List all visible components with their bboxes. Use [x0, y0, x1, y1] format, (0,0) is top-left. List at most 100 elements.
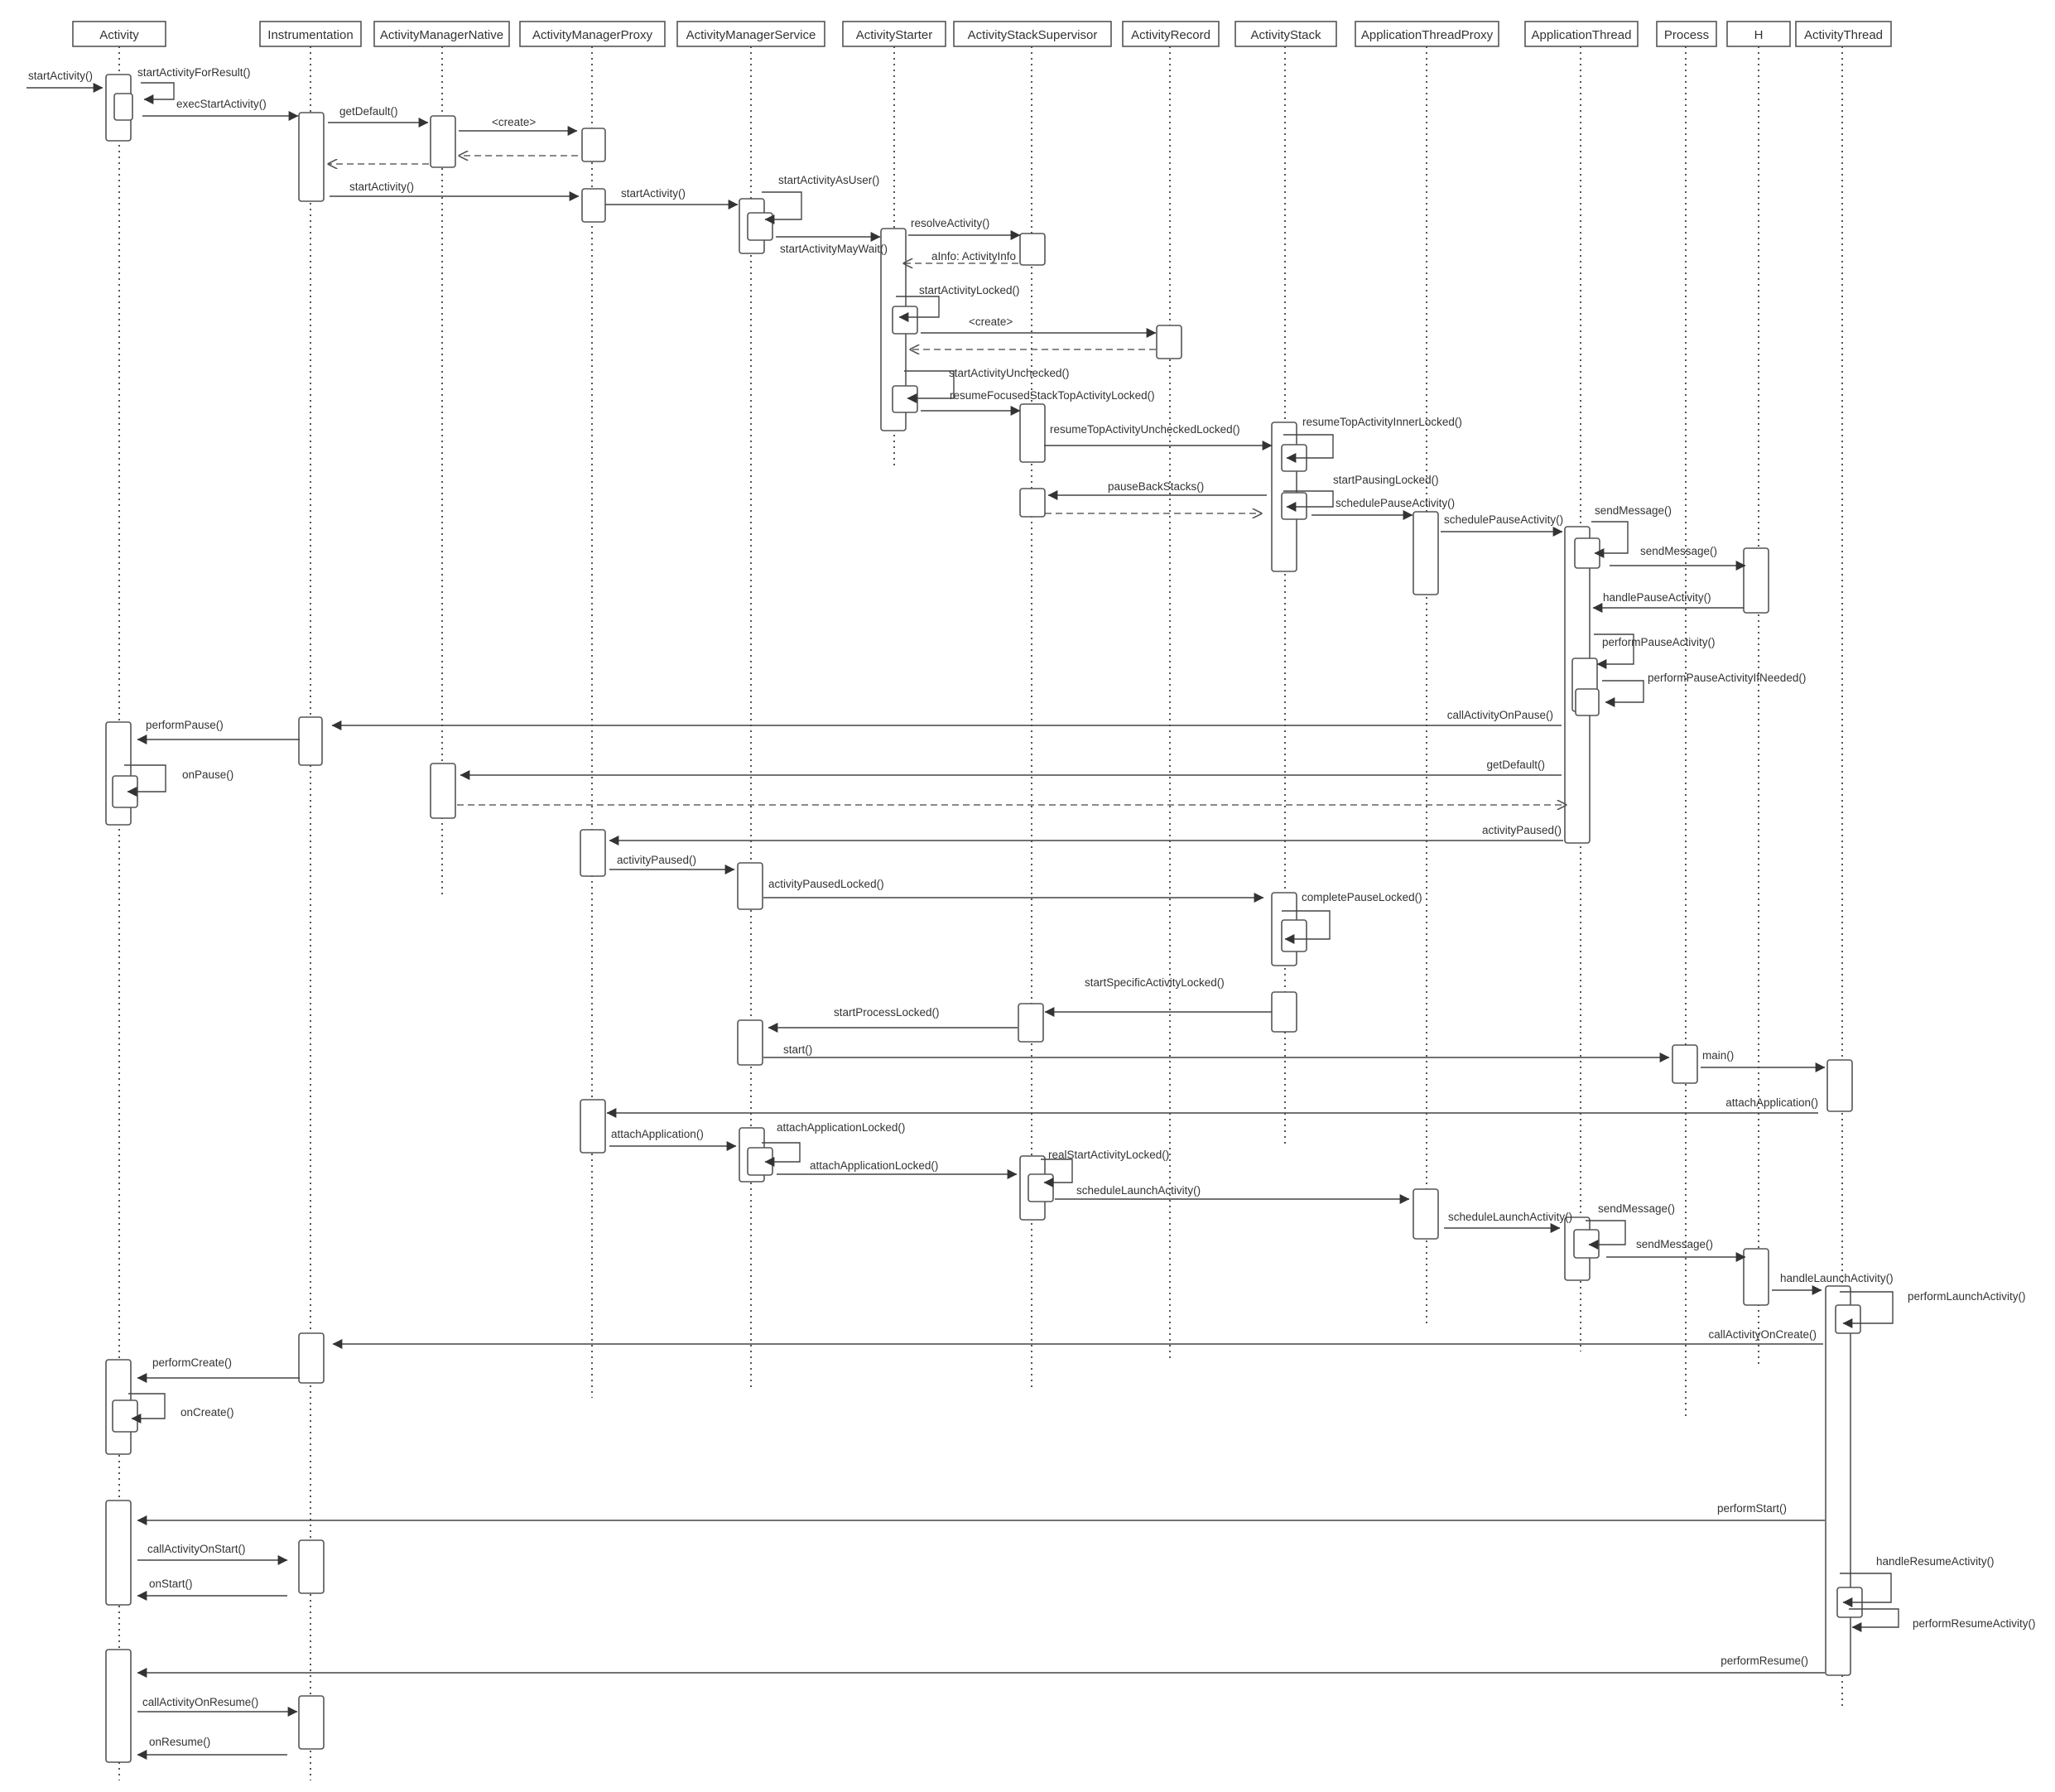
message-31: onPause() — [124, 764, 233, 797]
message-label: onCreate() — [180, 1406, 234, 1419]
message-46: realStartActivityLocked() — [1041, 1149, 1169, 1187]
activation-h — [1743, 547, 1769, 614]
activation-instr — [298, 1332, 325, 1384]
self-call-arrow — [141, 82, 175, 104]
self-call-arrow — [1283, 490, 1334, 512]
message-label: resumeFocusedStackTopActivityLocked() — [950, 389, 1155, 402]
message-label: resumeTopActivityInnerLocked() — [1302, 416, 1462, 428]
message-label: startActivityAsUser() — [778, 174, 879, 186]
message-label: performLaunchActivity() — [1908, 1290, 2026, 1303]
self-call-arrow — [1602, 680, 1644, 707]
message-50: sendMessage() — [1606, 1238, 1746, 1262]
message-label: schedulePauseActivity() — [1444, 513, 1563, 526]
message-label: startSpecificActivityLocked() — [1085, 976, 1225, 989]
participant-box — [72, 21, 166, 47]
message-label: scheduleLaunchActivity() — [1076, 1184, 1201, 1197]
message-49: sendMessage() — [1586, 1202, 1675, 1250]
activation-sup — [1019, 233, 1046, 266]
activation-stack — [1281, 919, 1307, 952]
activation-atp — [1413, 1188, 1439, 1240]
activation-amp — [581, 128, 606, 162]
participant-amp: ActivityManagerProxy — [519, 21, 666, 47]
message-26: handlePauseActivity() — [1592, 591, 1744, 613]
participant-activity: Activity — [72, 21, 166, 47]
activation-sup — [1018, 1003, 1044, 1043]
participant-box — [1355, 21, 1499, 47]
self-call-arrow — [1591, 521, 1629, 558]
message-label: activityPaused() — [1482, 824, 1562, 836]
message-23: schedulePauseActivity() — [1441, 513, 1563, 537]
participant-proc: Process — [1656, 21, 1717, 47]
message-label: callActivityOnPause() — [1447, 709, 1553, 721]
message-label: sendMessage() — [1595, 504, 1672, 517]
participant-label: ActivityManagerNative — [380, 28, 503, 42]
message-60: performResumeActivity() — [1849, 1608, 2036, 1632]
participant-label: ActivityStack — [1250, 28, 1321, 42]
participant-sup: ActivityStackSupervisor — [953, 21, 1112, 47]
activation-atp — [1413, 511, 1439, 595]
message-label: performResumeActivity() — [1913, 1617, 2036, 1630]
self-call-arrow — [128, 1393, 166, 1423]
message-label: callActivityOnCreate() — [1708, 1328, 1817, 1341]
participant-label: ActivityRecord — [1131, 28, 1210, 42]
message-label: attachApplication() — [1725, 1096, 1818, 1109]
activation-activity — [105, 1649, 132, 1763]
message-6: startActivity() — [330, 181, 580, 201]
message-52: performLaunchActivity() — [1840, 1290, 2026, 1328]
participant-athread: ActivityThread — [1795, 21, 1892, 47]
activation-proc — [1672, 1044, 1698, 1084]
participant-instr: Instrumentation — [259, 21, 362, 47]
message-37: completePauseLocked() — [1282, 891, 1422, 944]
self-call-arrow — [762, 191, 802, 224]
participant-label: ActivityManagerProxy — [532, 28, 653, 42]
message-63: onResume() — [137, 1736, 287, 1760]
message-label: handlePauseActivity() — [1603, 591, 1711, 604]
message-label: attachApplicationLocked() — [810, 1159, 938, 1172]
message-label: attachApplicationLocked() — [777, 1121, 905, 1134]
message-0: startActivityForResult() — [137, 66, 251, 104]
message-label: handleResumeActivity() — [1876, 1555, 1995, 1568]
participant-box — [1234, 21, 1337, 47]
message-55: onCreate() — [128, 1393, 234, 1423]
message-2: getDefault() — [328, 105, 429, 128]
message-9: startActivityMayWait() — [776, 232, 888, 255]
message-label: onPause() — [182, 768, 233, 781]
activation-ams — [737, 862, 763, 910]
message-label: performPauseActivityIfNeeded() — [1648, 672, 1806, 684]
message-22: schedulePauseActivity() — [1311, 497, 1455, 520]
activation-amp — [581, 188, 606, 223]
participant-box — [1795, 21, 1892, 47]
participant-at: ApplicationThread — [1524, 21, 1639, 47]
message-label: activityPausedLocked() — [768, 878, 884, 890]
message-label: scheduleLaunchActivity() — [1448, 1211, 1572, 1223]
message-label: resolveActivity() — [911, 217, 989, 229]
message-label: performStart() — [1717, 1502, 1787, 1515]
message-27: performPauseActivity() — [1594, 633, 1716, 669]
message-label: main() — [1702, 1049, 1734, 1062]
message-24: sendMessage() — [1591, 504, 1672, 558]
activation-activity — [112, 1399, 138, 1433]
message-56: performStart() — [137, 1502, 1825, 1525]
activation-athread — [1835, 1304, 1861, 1334]
participant-label: Process — [1664, 28, 1709, 42]
participant-ams: ActivityManagerService — [676, 21, 825, 47]
message-label: sendMessage() — [1640, 545, 1717, 557]
message-label: attachApplication() — [611, 1128, 704, 1140]
activation-ams — [747, 212, 773, 241]
message-10: resolveActivity() — [908, 217, 1021, 240]
message-label: startActivityUnchecked() — [949, 367, 1070, 379]
activation-sup — [1019, 403, 1046, 463]
activation-activity — [105, 721, 132, 826]
activation-athread — [1825, 1285, 1851, 1676]
activation-activity — [105, 1500, 132, 1606]
message-25: sendMessage() — [1610, 545, 1746, 571]
message-label: sendMessage() — [1636, 1238, 1713, 1250]
lifelines — [118, 46, 1843, 1780]
participant-box — [373, 21, 510, 47]
participant-box — [842, 21, 946, 47]
message-label: callActivityOnResume() — [142, 1696, 258, 1708]
message-62: callActivityOnResume() — [137, 1696, 298, 1717]
message-41: main() — [1701, 1049, 1826, 1072]
message-label: startActivity() — [28, 70, 93, 82]
message-39: startProcessLocked() — [768, 1006, 1018, 1033]
